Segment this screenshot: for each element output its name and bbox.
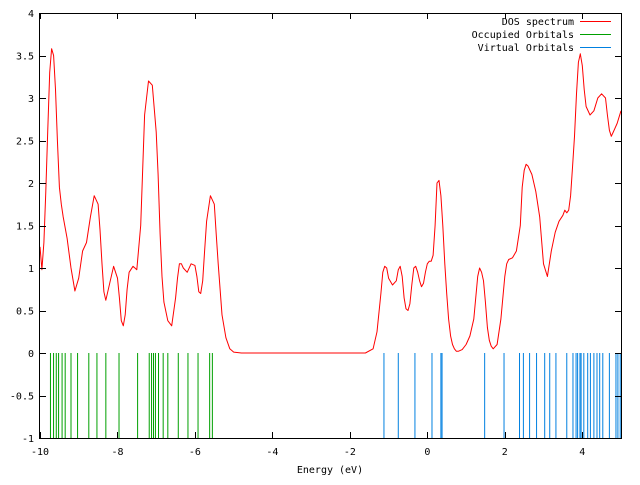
y-tick-labels: -1 -0.5 0 0.5 1 1.5 2 2.5 3 3.5 4 bbox=[10, 9, 34, 445]
x-tick-label: 0 bbox=[424, 447, 430, 458]
y-tick-label: 0 bbox=[28, 349, 34, 360]
axis-ticks bbox=[40, 13, 621, 439]
dos-spectrum-line bbox=[39, 48, 622, 354]
x-tick-label: -8 bbox=[111, 447, 123, 458]
dos-series-layer bbox=[39, 48, 622, 354]
x-tick-label: 4 bbox=[579, 447, 585, 458]
legend-label: Virtual Orbitals bbox=[478, 43, 574, 54]
y-tick-label: 0.5 bbox=[16, 307, 34, 318]
y-tick-label: 1 bbox=[28, 264, 34, 275]
y-tick-label: 2 bbox=[28, 179, 34, 190]
plot-frame bbox=[39, 13, 622, 439]
x-tick-label: -6 bbox=[189, 447, 201, 458]
x-tick-label: -10 bbox=[31, 447, 49, 458]
y-tick-label: -0.5 bbox=[10, 392, 34, 403]
x-tick-label: 2 bbox=[502, 447, 508, 458]
y-tick-label: 3.5 bbox=[16, 52, 34, 63]
y-tick-label: 1.5 bbox=[16, 222, 34, 233]
legend-label: DOS spectrum bbox=[502, 17, 574, 28]
orbital-impulses bbox=[49, 353, 621, 438]
y-tick-label: 4 bbox=[28, 9, 34, 20]
x-tick-labels: -10 -8 -6 -4 -2 0 2 4 bbox=[31, 447, 585, 458]
y-tick-label: 3 bbox=[28, 94, 34, 105]
x-tick-label: -2 bbox=[344, 447, 356, 458]
x-axis-label: Energy (eV) bbox=[297, 465, 363, 476]
y-tick-label: 2.5 bbox=[16, 137, 34, 148]
legend: DOS spectrum Occupied Orbitals Virtual Orb… bbox=[472, 17, 611, 54]
legend-label: Occupied Orbitals bbox=[472, 30, 574, 41]
x-tick-label: -4 bbox=[266, 447, 278, 458]
y-tick-label: -1 bbox=[22, 434, 34, 445]
